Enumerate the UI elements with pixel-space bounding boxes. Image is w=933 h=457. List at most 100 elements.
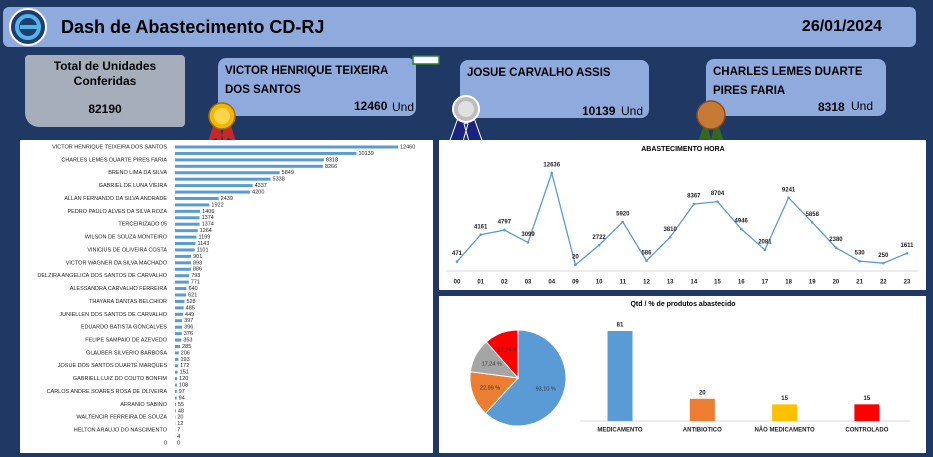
- x-tick-label: 18: [785, 280, 792, 286]
- date: 26/01/2024: [801, 18, 882, 35]
- total-value: 82190: [88, 102, 122, 116]
- data-label: 20: [572, 254, 579, 260]
- x-tick-label: MEDICAMENTO: [597, 428, 643, 434]
- data-label: 5849: [282, 170, 294, 176]
- x-tick-label: 19: [809, 280, 816, 286]
- point: [810, 221, 814, 224]
- category-label: EDUARDO BATISTA GONCALVES: [81, 325, 168, 331]
- bar: [175, 357, 179, 361]
- point: [787, 196, 790, 200]
- data-label: 3810: [663, 227, 677, 233]
- category-label: CHARLES LEMES DUARTE PIRES FARIA: [61, 157, 167, 163]
- bar: [175, 293, 187, 297]
- category-label: GLAUBER SILVERIO BARBOSA: [86, 350, 167, 356]
- bar: [175, 396, 177, 400]
- data-label: 93,10 %: [536, 386, 556, 392]
- category-label: VICTOR WAGNER DA SILVA MACHADO: [66, 260, 168, 266]
- title: Dash de Abastecimento CD-RJ: [61, 17, 325, 37]
- category-label: JUNIELLEN DOS SANTOS DE CARVALHO: [59, 312, 167, 318]
- data-label: 8318: [326, 157, 338, 163]
- point: [882, 261, 885, 265]
- bar: [175, 338, 182, 342]
- x-tick-label: 22: [880, 280, 887, 286]
- bar: [175, 222, 200, 226]
- bar: [175, 325, 183, 329]
- header-bar: Dash de Abastecimento CD-RJ 26/01/2024: [3, 7, 916, 47]
- data-label: 2380: [829, 237, 843, 243]
- bar: [175, 145, 398, 149]
- data-label: 4337: [255, 183, 267, 189]
- bar: [175, 344, 181, 348]
- chart-title: Qtd / % de produtos abastecido: [630, 301, 735, 308]
- icon: [412, 55, 440, 65]
- rank-unit: Und: [851, 99, 874, 113]
- x-tick-label: 11: [620, 280, 627, 286]
- data-label: 20: [177, 415, 183, 421]
- bar: [175, 280, 189, 284]
- bar: [175, 209, 201, 213]
- data-label: 1611: [900, 243, 914, 249]
- data-label: 396: [184, 325, 193, 331]
- data-label: 397: [184, 318, 193, 324]
- bar: [175, 306, 184, 310]
- x-tick-label: 03: [525, 280, 532, 286]
- data-label: 528: [186, 299, 195, 305]
- bar: [175, 196, 219, 200]
- point: [834, 246, 838, 249]
- category-label: HELTON ARAUJO DO NASCIMENTO: [74, 428, 168, 434]
- data-label: 1101: [197, 247, 209, 253]
- bar: [175, 216, 200, 220]
- point: [716, 200, 719, 203]
- point: [479, 233, 482, 237]
- data-label: 250: [878, 253, 889, 259]
- x-tick-label: NÃO MEDICAMENTO: [754, 427, 815, 434]
- data-label: 4161: [474, 224, 488, 230]
- data-label: 2722: [592, 235, 606, 241]
- data-label: 530: [855, 251, 866, 257]
- data-label: 55: [178, 402, 184, 408]
- x-tick-label: 16: [738, 280, 745, 286]
- data-label: 7: [177, 428, 180, 434]
- category-label: 0: [164, 440, 167, 446]
- category-label: ALESSANDRA CARVALHO FERREIRA: [70, 286, 168, 292]
- x-tick-label: 23: [904, 280, 911, 286]
- data-label: 4: [177, 434, 180, 440]
- pie-slice: [484, 329, 567, 427]
- data-label: 285: [182, 344, 191, 350]
- category-label: GABRIELL LUIZ DO COUTO BONFIM: [73, 376, 168, 382]
- bronze-medal: [696, 100, 726, 144]
- bar: [772, 404, 798, 421]
- data-label: 901: [193, 254, 202, 260]
- data-label: 771: [191, 280, 200, 286]
- x-tick-label: 13: [667, 280, 674, 286]
- data-label: 15: [781, 396, 788, 402]
- bar: [175, 319, 183, 323]
- data-label: 120: [179, 376, 188, 382]
- x-tick-label: 20: [833, 280, 840, 286]
- data-label: 15: [864, 396, 871, 402]
- category-label: TERCEIRIZADO 05: [118, 222, 167, 228]
- data-label: 5858: [806, 212, 820, 218]
- bar: [175, 332, 182, 336]
- data-label: 5920: [616, 211, 630, 217]
- bar: [175, 254, 192, 258]
- bar: [689, 398, 715, 421]
- data-label: 1199: [198, 235, 210, 241]
- x-tick-label: 04: [548, 280, 555, 286]
- bar: [175, 364, 179, 368]
- data-label: 20: [699, 390, 706, 396]
- bar: [175, 267, 191, 271]
- rank-unit: Und: [392, 100, 415, 114]
- category-label: CARLOS ANDRE SOARES ROSA DE OLIVEIRA: [47, 389, 168, 395]
- data-label: 4797: [498, 220, 512, 226]
- bar: [175, 177, 271, 181]
- point: [550, 171, 554, 175]
- data-label: 193: [180, 357, 189, 363]
- rank-value: 10139: [582, 104, 616, 118]
- bar: [175, 229, 198, 233]
- bar: [175, 351, 179, 355]
- logo: [9, 8, 47, 46]
- total-label: Total de Unidades Conferidas: [53, 59, 157, 88]
- data-label: 172: [180, 363, 189, 369]
